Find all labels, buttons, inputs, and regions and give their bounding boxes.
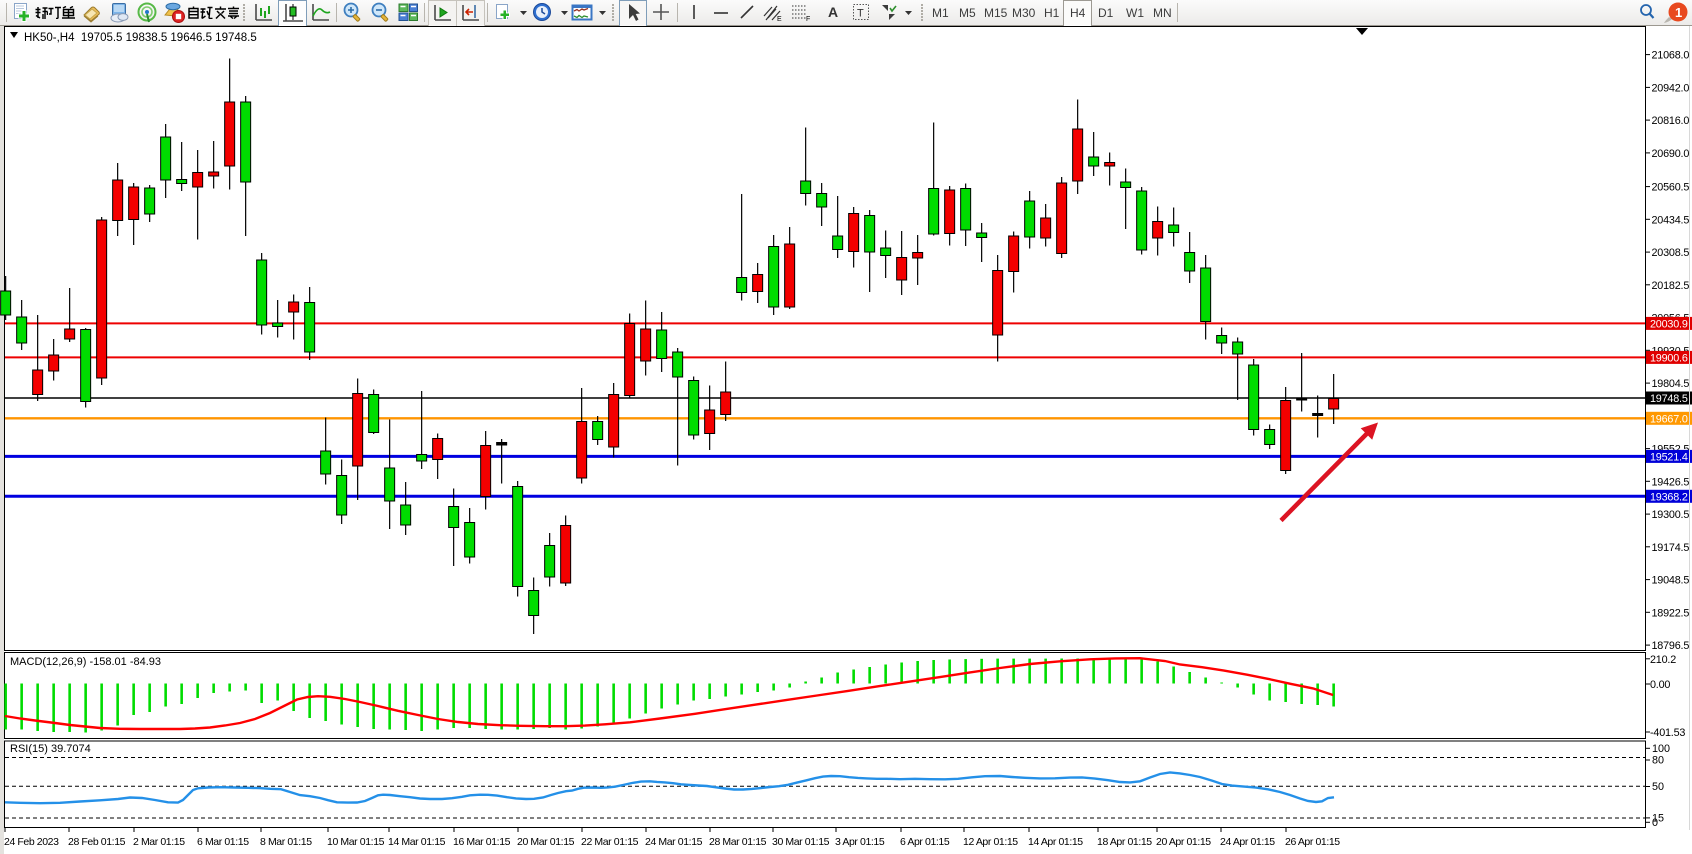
svg-text:19426.5: 19426.5: [1652, 476, 1690, 488]
svg-text:20690.0: 20690.0: [1652, 148, 1690, 160]
svg-text:3 Apr 01:15: 3 Apr 01:15: [835, 836, 885, 848]
svg-text:30 Mar 01:15: 30 Mar 01:15: [772, 836, 830, 848]
svg-text:2 Mar 01:15: 2 Mar 01:15: [133, 836, 185, 848]
svg-text:E: E: [777, 16, 782, 23]
svg-text:14 Mar 01:15: 14 Mar 01:15: [388, 836, 446, 848]
svg-text:24 Apr 01:15: 24 Apr 01:15: [1220, 836, 1275, 848]
svg-text:T: T: [857, 8, 864, 20]
svg-text:24 Feb 2023: 24 Feb 2023: [4, 836, 59, 848]
svg-text:19368.2: 19368.2: [1650, 492, 1688, 504]
svg-text:18796.5: 18796.5: [1652, 640, 1690, 652]
svg-text:19804.5: 19804.5: [1652, 378, 1690, 390]
svg-text:0.00: 0.00: [1650, 679, 1670, 691]
svg-text:18922.5: 18922.5: [1652, 607, 1690, 619]
svg-text:6 Mar 01:15: 6 Mar 01:15: [197, 836, 249, 848]
svg-text:21068.0: 21068.0: [1652, 50, 1690, 62]
svg-text:14 Apr 01:15: 14 Apr 01:15: [1028, 836, 1083, 848]
svg-text:0: 0: [1652, 817, 1658, 829]
svg-text:20308.5: 20308.5: [1652, 247, 1690, 259]
svg-text:22 Mar 01:15: 22 Mar 01:15: [581, 836, 639, 848]
svg-text:19667.0: 19667.0: [1650, 414, 1688, 426]
svg-text:20560.5: 20560.5: [1652, 182, 1690, 194]
svg-text:210.2: 210.2: [1650, 654, 1676, 666]
svg-text:26 Apr 01:15: 26 Apr 01:15: [1285, 836, 1340, 848]
svg-text:20 Apr 01:15: 20 Apr 01:15: [1156, 836, 1211, 848]
svg-text:10 Mar 01:15: 10 Mar 01:15: [327, 836, 385, 848]
svg-text:100: 100: [1652, 743, 1670, 755]
svg-text:RSI(15) 39.7074: RSI(15) 39.7074: [10, 743, 91, 755]
svg-text:80: 80: [1652, 755, 1664, 767]
svg-text:19048.5: 19048.5: [1652, 575, 1690, 587]
svg-text:19900.6: 19900.6: [1650, 353, 1688, 365]
svg-text:-401.53: -401.53: [1650, 727, 1685, 739]
svg-text:20816.0: 20816.0: [1652, 115, 1690, 127]
svg-text:1: 1: [1675, 5, 1682, 20]
svg-text:8 Mar 01:15: 8 Mar 01:15: [260, 836, 312, 848]
svg-text:19521.4: 19521.4: [1650, 452, 1688, 464]
svg-text:12 Apr 01:15: 12 Apr 01:15: [963, 836, 1018, 848]
svg-text:16 Mar 01:15: 16 Mar 01:15: [453, 836, 511, 848]
svg-text:20942.0: 20942.0: [1652, 82, 1690, 94]
svg-text:20030.9: 20030.9: [1650, 319, 1688, 331]
svg-text:20182.5: 20182.5: [1652, 280, 1690, 292]
svg-text:24 Mar 01:15: 24 Mar 01:15: [645, 836, 703, 848]
svg-text:28 Mar 01:15: 28 Mar 01:15: [709, 836, 767, 848]
svg-text:20434.5: 20434.5: [1652, 214, 1690, 226]
svg-text:F: F: [806, 16, 810, 23]
svg-text:20 Mar 01:15: 20 Mar 01:15: [517, 836, 575, 848]
svg-text:MACD(12,26,9) -158.01 -84.93: MACD(12,26,9) -158.01 -84.93: [10, 656, 161, 668]
svg-text:19748.5: 19748.5: [1650, 393, 1688, 405]
svg-text:19174.5: 19174.5: [1652, 542, 1690, 554]
svg-text:15: 15: [1652, 812, 1664, 824]
svg-text:HK50-,H4 19705.5 19838.5 1964: HK50-,H4 19705.5 19838.5 19646.5 19748.5: [24, 32, 257, 44]
svg-text:28 Feb 01:15: 28 Feb 01:15: [68, 836, 126, 848]
svg-text:18 Apr 01:15: 18 Apr 01:15: [1097, 836, 1152, 848]
svg-text:50: 50: [1652, 781, 1664, 793]
svg-text:6 Apr 01:15: 6 Apr 01:15: [900, 836, 950, 848]
svg-text:19300.5: 19300.5: [1652, 509, 1690, 521]
